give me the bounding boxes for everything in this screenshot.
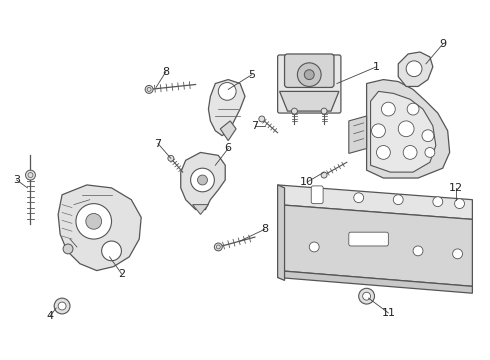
Circle shape <box>54 298 70 314</box>
Text: 3: 3 <box>13 175 20 185</box>
Circle shape <box>381 102 395 116</box>
FancyBboxPatch shape <box>285 54 334 87</box>
Circle shape <box>292 108 297 114</box>
Text: 6: 6 <box>225 144 232 153</box>
Text: 8: 8 <box>162 67 170 77</box>
Circle shape <box>214 243 222 251</box>
Circle shape <box>219 82 236 100</box>
Circle shape <box>76 204 112 239</box>
Circle shape <box>63 244 73 254</box>
Polygon shape <box>278 271 472 293</box>
Circle shape <box>168 156 174 161</box>
Text: 10: 10 <box>300 177 314 187</box>
Circle shape <box>86 213 101 229</box>
Text: 2: 2 <box>118 269 125 279</box>
Circle shape <box>145 85 153 93</box>
Circle shape <box>309 242 319 252</box>
Circle shape <box>455 199 465 208</box>
Polygon shape <box>220 121 236 141</box>
Circle shape <box>359 288 374 304</box>
Polygon shape <box>370 91 436 172</box>
Text: 11: 11 <box>381 308 395 318</box>
Circle shape <box>321 108 327 114</box>
Circle shape <box>304 70 314 80</box>
Polygon shape <box>278 185 472 219</box>
Text: 12: 12 <box>448 183 463 193</box>
Polygon shape <box>278 204 472 286</box>
Text: 4: 4 <box>47 311 54 321</box>
Polygon shape <box>367 80 450 178</box>
Circle shape <box>363 292 370 300</box>
Circle shape <box>371 124 386 138</box>
FancyBboxPatch shape <box>278 55 341 113</box>
Circle shape <box>376 145 391 159</box>
Circle shape <box>413 246 423 256</box>
Polygon shape <box>58 185 141 271</box>
Circle shape <box>197 175 207 185</box>
Circle shape <box>191 168 214 192</box>
Circle shape <box>407 103 419 115</box>
Circle shape <box>321 172 327 178</box>
Circle shape <box>433 197 443 207</box>
Circle shape <box>297 63 321 86</box>
Text: 7: 7 <box>251 121 258 131</box>
Circle shape <box>393 195 403 204</box>
Circle shape <box>453 249 463 259</box>
Circle shape <box>422 130 434 141</box>
Circle shape <box>101 241 122 261</box>
Polygon shape <box>278 185 285 280</box>
Text: 1: 1 <box>373 62 380 72</box>
Text: 7: 7 <box>154 139 162 149</box>
Circle shape <box>259 116 265 122</box>
Text: 9: 9 <box>439 39 446 49</box>
Circle shape <box>58 302 66 310</box>
Polygon shape <box>280 91 339 111</box>
Text: 5: 5 <box>248 69 255 80</box>
Polygon shape <box>208 80 245 136</box>
Polygon shape <box>398 52 433 86</box>
Polygon shape <box>349 116 367 153</box>
Circle shape <box>425 148 435 157</box>
Circle shape <box>398 121 414 137</box>
Polygon shape <box>181 152 225 210</box>
FancyBboxPatch shape <box>349 232 389 246</box>
Circle shape <box>403 145 417 159</box>
FancyBboxPatch shape <box>311 186 323 204</box>
Polygon shape <box>193 204 208 215</box>
Circle shape <box>354 193 364 203</box>
Circle shape <box>25 170 35 180</box>
Text: 8: 8 <box>261 224 269 234</box>
Circle shape <box>406 61 422 77</box>
